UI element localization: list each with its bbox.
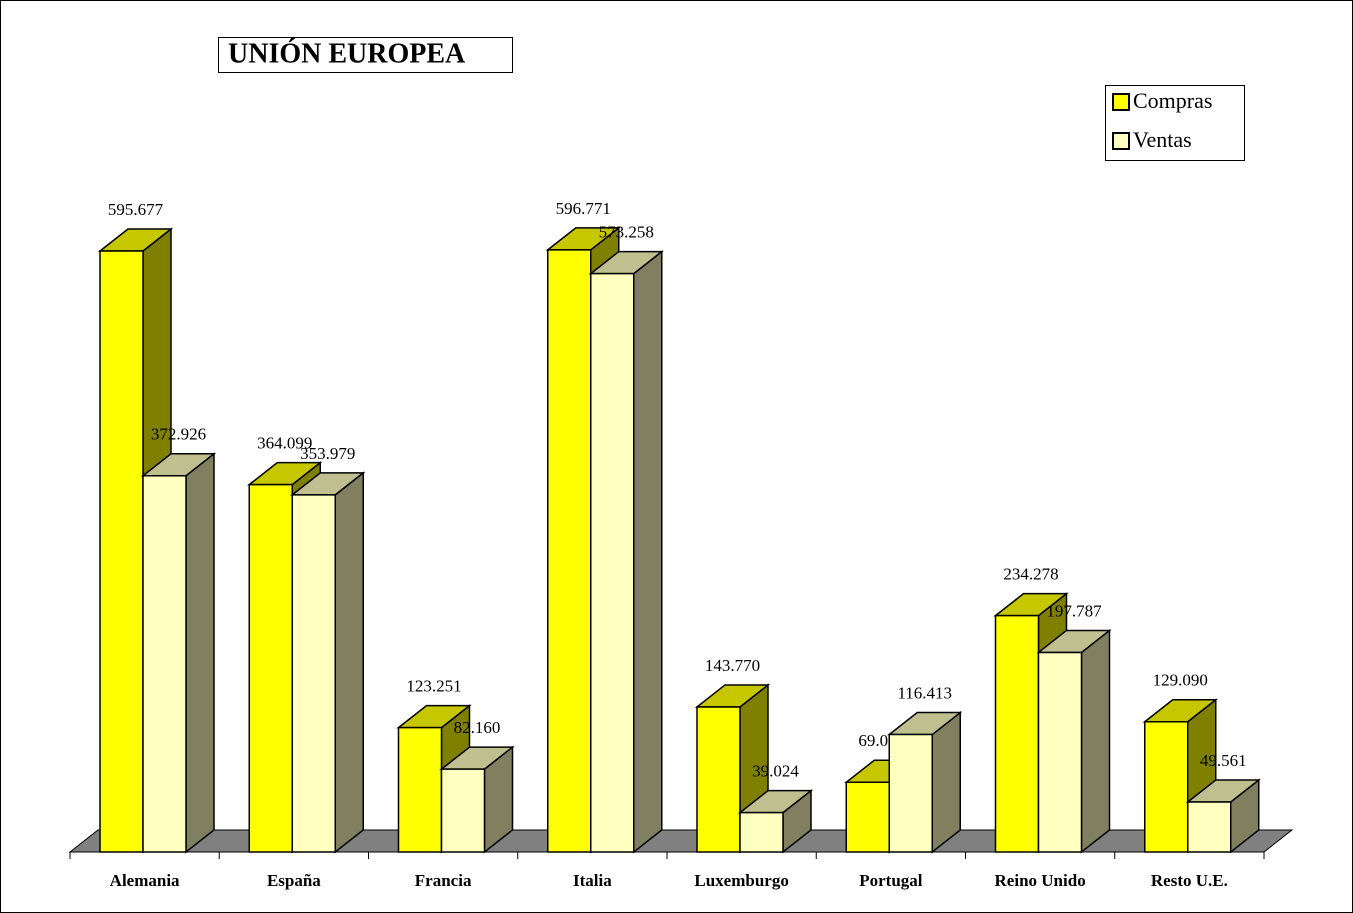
bar-face: [248, 483, 293, 853]
x-tick-label: Reino Unido: [995, 871, 1086, 890]
bar: [439, 745, 515, 854]
bar-face: [142, 474, 187, 853]
bar-face: [1080, 628, 1111, 854]
bar-face: [1144, 721, 1189, 853]
value-label: 372.926: [151, 425, 206, 444]
bar-face: [547, 249, 592, 853]
x-tick-label: Italia: [573, 871, 612, 890]
bar-face: [696, 706, 741, 853]
x-tick-label: Francia: [415, 871, 472, 890]
x-tick-label: Resto U.E.: [1151, 871, 1228, 890]
bar: [140, 452, 217, 854]
bar-face: [845, 781, 890, 853]
bar-face: [397, 726, 443, 853]
bar: [588, 250, 664, 854]
bar: [737, 789, 814, 854]
value-label: 197.787: [1046, 601, 1102, 620]
bar-face: [334, 471, 364, 854]
title-box: [218, 37, 513, 73]
value-label: 573.258: [599, 223, 654, 242]
value-label: 116.413: [897, 683, 952, 702]
value-label: 49.561: [1200, 751, 1247, 770]
value-label: 595.677: [108, 200, 164, 219]
bar-face: [633, 250, 663, 854]
x-tick-label: Luxemburgo: [694, 871, 788, 890]
x-tick-label: Alemania: [110, 871, 180, 890]
x-tick-label: Portugal: [859, 871, 923, 890]
bar-face: [185, 452, 215, 854]
bar-face: [994, 614, 1040, 853]
value-label: 143.770: [705, 656, 760, 675]
legend-swatch: [1112, 93, 1130, 111]
bar-face: [590, 272, 635, 853]
value-label: 123.251: [406, 677, 461, 696]
legend-swatch: [1112, 132, 1130, 150]
value-label: 39.024: [752, 762, 799, 781]
bar-face: [99, 250, 144, 853]
bar-face: [440, 768, 486, 853]
value-label: 364.099: [257, 434, 312, 453]
value-label: 82.160: [454, 718, 501, 737]
bar: [290, 471, 366, 854]
bar-face: [888, 733, 933, 853]
value-label: 596.771: [556, 199, 611, 218]
bar-face: [1187, 801, 1232, 853]
value-label: 129.090: [1153, 671, 1208, 690]
chart-title: UNIÓN EUROPEA: [228, 38, 466, 69]
legend-label: Ventas: [1133, 127, 1192, 152]
bar-face: [931, 711, 961, 854]
bar-face: [739, 811, 784, 853]
bar: [1036, 628, 1112, 854]
bar: [1185, 778, 1261, 854]
bar-face: [291, 494, 336, 853]
value-label: 234.278: [1003, 565, 1058, 584]
x-tick-label: España: [267, 871, 321, 890]
legend-label: Compras: [1133, 88, 1212, 113]
bar: [887, 711, 963, 854]
bar-face: [1037, 651, 1083, 853]
value-label: 353.979: [300, 444, 355, 463]
